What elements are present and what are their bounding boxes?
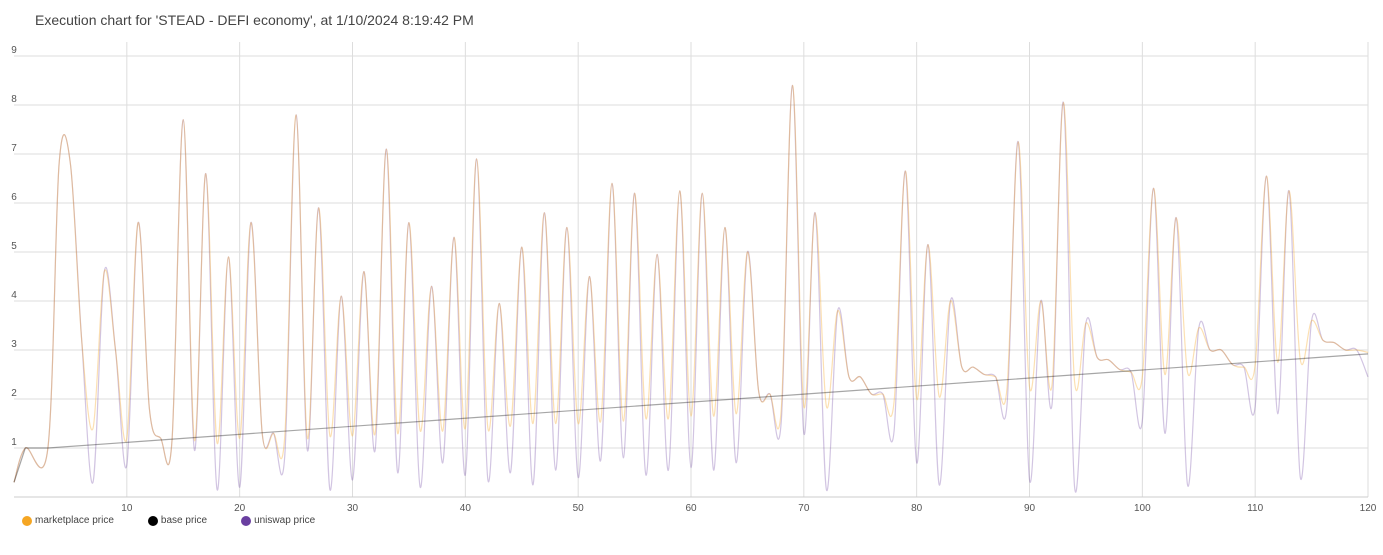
y-tick-label: 7	[11, 143, 17, 154]
x-tick-label: 90	[1024, 503, 1036, 514]
chart-title: Execution chart for 'STEAD - DEFI econom…	[35, 12, 474, 28]
series-line-base-price	[13, 353, 1369, 483]
series-lines	[13, 84, 1369, 493]
legend-label: marketplace price	[35, 515, 114, 526]
x-tick-label: 80	[911, 503, 923, 514]
x-tick-label: 100	[1134, 503, 1151, 514]
x-tick-label: 120	[1360, 503, 1377, 514]
y-tick-label: 2	[11, 388, 17, 399]
legend-label: uniswap price	[254, 515, 316, 526]
series-line-uniswap-price	[13, 84, 1369, 493]
x-tick-label: 110	[1247, 503, 1263, 514]
legend-dot-icon	[147, 515, 158, 526]
tick-labels: 1 2 3 4 5 6 7 8 9 10 20 30 40 50 60 70 80 90 100 110 120	[11, 45, 1377, 514]
y-tick-label: 1	[11, 437, 17, 448]
x-tick-label: 20	[234, 503, 246, 514]
y-tick-label: 6	[11, 192, 17, 203]
y-tick-label: 5	[11, 241, 17, 252]
legend-item[interactable]: uniswap price	[241, 515, 315, 526]
y-tick-label: 3	[11, 339, 17, 350]
legend-item[interactable]: base price	[147, 515, 208, 526]
legend-label: base price	[160, 515, 208, 526]
x-tick-label: 50	[573, 503, 585, 514]
y-tick-label: 8	[11, 94, 17, 105]
series-line-marketplace-price	[13, 84, 1369, 483]
legend: marketplace price base price uniswap price	[22, 515, 315, 526]
x-tick-label: 30	[347, 503, 359, 514]
grid	[14, 42, 1369, 497]
x-tick-label: 70	[798, 503, 810, 514]
y-tick-label: 4	[11, 290, 17, 301]
x-tick-label: 40	[460, 503, 472, 514]
legend-dot-icon	[241, 515, 252, 526]
legend-dot-icon	[22, 515, 32, 526]
x-tick-label: 60	[685, 503, 697, 514]
legend-item[interactable]: marketplace price	[22, 515, 114, 526]
x-tick-label: 10	[121, 503, 133, 514]
y-tick-label: 9	[11, 45, 17, 56]
